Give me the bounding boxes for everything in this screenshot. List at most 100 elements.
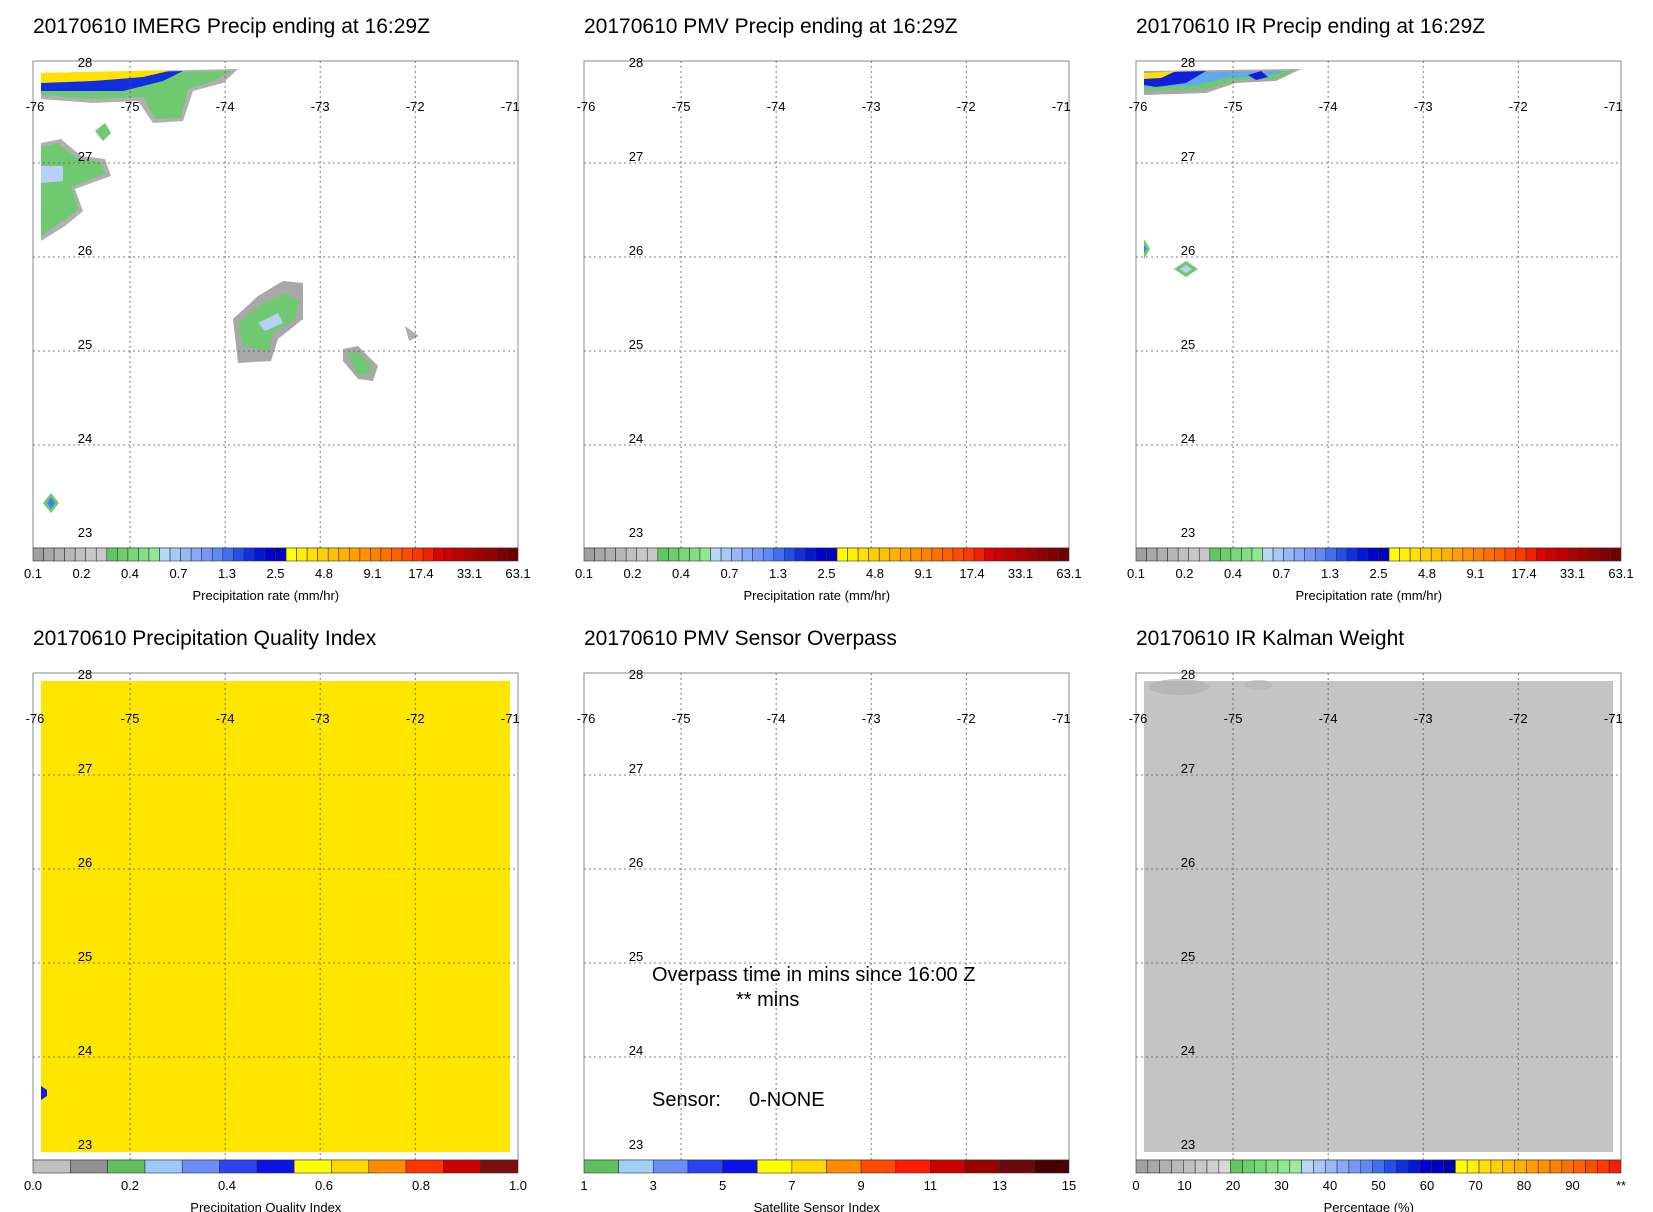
colorbar-swatch bbox=[1346, 547, 1358, 562]
y-tick-label: 23 bbox=[78, 1137, 92, 1152]
colorbar-tick-label: 9.1 bbox=[1466, 566, 1484, 581]
x-tick-label: -73 bbox=[862, 711, 881, 726]
y-tick-label: 24 bbox=[1181, 431, 1195, 446]
y-tick-label: 28 bbox=[78, 55, 92, 70]
colorbar-swatch bbox=[652, 1159, 689, 1174]
colorbar-tick-label: 0 bbox=[1132, 1178, 1139, 1193]
colorbar-tick-label: 0.6 bbox=[315, 1178, 333, 1193]
colorbar-swatch bbox=[1159, 1159, 1172, 1174]
colorbar-swatch bbox=[201, 547, 213, 562]
colorbar-tick-label: 33.1 bbox=[1008, 566, 1033, 581]
colorbar-tick-label: 0.7 bbox=[1272, 566, 1290, 581]
colorbar-swatch bbox=[1293, 547, 1305, 562]
x-tick-label: -73 bbox=[311, 99, 330, 114]
colorbar-swatch bbox=[1147, 1159, 1160, 1174]
colorbar-swatch bbox=[1388, 547, 1400, 562]
colorbar-tick-label: 0.1 bbox=[24, 566, 42, 581]
colorbar-swatch bbox=[1251, 547, 1263, 562]
colorbar-swatch bbox=[1536, 547, 1548, 562]
y-tick-label: 27 bbox=[78, 149, 92, 164]
x-tick-label: -76 bbox=[1129, 99, 1148, 114]
colorbar-tick-label: 17.4 bbox=[1511, 566, 1536, 581]
y-tick-label: 25 bbox=[629, 949, 643, 964]
y-tick-label: 26 bbox=[78, 855, 92, 870]
colorbar-tick-label: 0.7 bbox=[720, 566, 738, 581]
y-tick-label: 28 bbox=[1181, 55, 1195, 70]
colorbar-swatch bbox=[1242, 1159, 1255, 1174]
x-tick-label: -72 bbox=[957, 711, 976, 726]
colorbar-tick-label: 2.5 bbox=[1369, 566, 1387, 581]
colorbar-swatch bbox=[687, 1159, 723, 1174]
colorbar-swatch bbox=[106, 547, 118, 562]
precip-region bbox=[41, 166, 63, 183]
colorbar-swatch bbox=[1546, 547, 1559, 562]
precip-region bbox=[258, 313, 283, 331]
x-tick-label: -76 bbox=[577, 711, 596, 726]
colorbar-swatch bbox=[1262, 547, 1274, 562]
x-tick-label: -73 bbox=[1414, 711, 1433, 726]
colorbar-tick-label: 0.7 bbox=[169, 566, 187, 581]
colorbar-swatch bbox=[1218, 1159, 1231, 1174]
colorbar-swatch bbox=[53, 547, 65, 562]
colorbar-swatch bbox=[1419, 1159, 1433, 1174]
plot-frame bbox=[1135, 60, 1622, 549]
colorbar-swatch bbox=[380, 547, 392, 562]
y-tick-label: 28 bbox=[629, 55, 643, 70]
colorbar-swatch bbox=[254, 547, 266, 562]
colorbar-tick-label: 30 bbox=[1274, 1178, 1288, 1193]
colorbar-swatch bbox=[1502, 1159, 1515, 1174]
colorbar-swatch bbox=[338, 547, 350, 562]
colorbar-swatch bbox=[1277, 1159, 1291, 1174]
colorbar-tick-label: 11 bbox=[924, 1178, 938, 1193]
colorbar-swatch bbox=[689, 547, 701, 562]
colorbar-swatch bbox=[1135, 547, 1147, 562]
colorbar-swatch bbox=[836, 547, 848, 562]
colorbar-swatch bbox=[1585, 1159, 1598, 1174]
colorbar-swatch bbox=[1504, 547, 1516, 562]
colorbar-swatch bbox=[1304, 547, 1316, 562]
colorbar-tick-label: 0.4 bbox=[218, 1178, 236, 1193]
colorbar-swatch bbox=[464, 547, 477, 562]
panels-root: 20170610 IMERG Precip ending at 16:29Z -7… bbox=[24, 15, 1634, 1212]
y-tick-label: 27 bbox=[78, 761, 92, 776]
y-tick-label: 23 bbox=[1181, 1137, 1195, 1152]
colorbar-swatch bbox=[1171, 1159, 1184, 1174]
colorbar-swatch bbox=[1265, 1159, 1279, 1174]
colorbar-label: Precipitation rate (mm/hr) bbox=[743, 588, 890, 603]
panel-title: 20170610 PMV Precip ending at 16:29Z bbox=[584, 15, 958, 38]
y-tick-label: 25 bbox=[1181, 949, 1195, 964]
colorbar-swatch bbox=[443, 547, 456, 562]
colorbar-swatch bbox=[1409, 547, 1421, 562]
colorbar-swatch bbox=[1372, 1159, 1385, 1174]
colorbar-swatch bbox=[868, 547, 880, 562]
colorbar-tick-label: 7 bbox=[788, 1178, 795, 1193]
colorbar-swatch bbox=[1289, 1159, 1302, 1174]
colorbar-swatch bbox=[433, 547, 445, 562]
overpass-mins: ** mins bbox=[736, 989, 799, 1011]
colorbar-swatch bbox=[1452, 547, 1464, 562]
y-tick-label: 27 bbox=[1181, 149, 1195, 164]
colorbar-swatch bbox=[1573, 1159, 1586, 1174]
colorbar-swatch bbox=[994, 547, 1007, 562]
colorbar-tick-label: 4.8 bbox=[866, 566, 884, 581]
colorbar-tick-label: 63.1 bbox=[1608, 566, 1633, 581]
colorbar-swatch bbox=[952, 547, 964, 562]
colorbar-swatch bbox=[391, 547, 403, 562]
colorbar-swatch bbox=[1537, 1159, 1551, 1174]
y-tick-label: 24 bbox=[78, 1043, 92, 1058]
colorbar-swatch bbox=[1206, 1159, 1220, 1174]
colorbar-swatch bbox=[1220, 547, 1232, 562]
colorbar-tick-label: 0.1 bbox=[1127, 566, 1145, 581]
colorbar-tick-label: 0.8 bbox=[412, 1178, 430, 1193]
colorbar-swatch bbox=[1037, 547, 1049, 562]
y-tick-label: 24 bbox=[1181, 1043, 1195, 1058]
colorbar-tick-label: 0.4 bbox=[121, 566, 139, 581]
x-tick-label: -72 bbox=[1509, 99, 1528, 114]
precip-region bbox=[347, 351, 371, 375]
colorbar-tick-label: 63.1 bbox=[1056, 566, 1081, 581]
colorbar-tick-label: 0.4 bbox=[1224, 566, 1242, 581]
colorbar-swatch bbox=[1325, 547, 1337, 562]
colorbar-swatch bbox=[1283, 547, 1295, 562]
colorbar-tick-label: 0.2 bbox=[1175, 566, 1193, 581]
colorbar-swatch bbox=[625, 547, 638, 562]
